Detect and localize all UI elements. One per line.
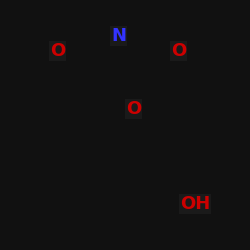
Text: OH: OH <box>180 195 210 213</box>
Text: O: O <box>126 100 142 118</box>
Text: O: O <box>171 42 186 60</box>
Text: O: O <box>50 42 65 60</box>
Text: N: N <box>111 27 126 45</box>
